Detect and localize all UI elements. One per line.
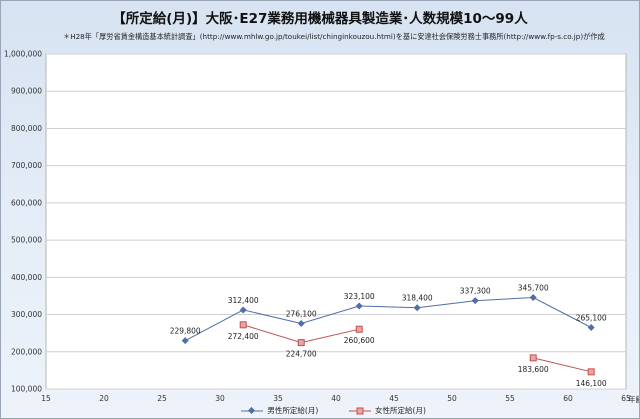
data-label-female: 183,600: [518, 365, 549, 374]
data-point-male: [471, 297, 479, 305]
y-tick-label: 400,000: [11, 273, 42, 282]
data-label-female: 224,700: [286, 350, 317, 359]
data-point-male: [529, 294, 537, 302]
x-tick-label: 50: [447, 394, 457, 403]
x-tick-label: 30: [215, 394, 225, 403]
x-tick-label: 15: [41, 394, 51, 403]
series-line-female: [533, 357, 592, 373]
data-point-female: [529, 354, 537, 362]
data-label-male: 276,100: [286, 309, 317, 318]
data-label-male: 323,100: [344, 292, 375, 301]
x-tick-label: 60: [563, 394, 573, 403]
y-tick-label: 700,000: [11, 161, 42, 170]
data-label-female: 260,600: [344, 336, 375, 345]
y-tick-label: 300,000: [11, 310, 42, 319]
data-point-male: [413, 304, 421, 312]
data-label-male: 318,400: [402, 294, 433, 303]
data-point-female: [355, 325, 363, 333]
legend-item-female: 女性所定給(月): [348, 405, 426, 416]
data-label-male: 345,700: [518, 284, 549, 293]
data-label-female: 272,400: [228, 332, 259, 341]
data-label-male: 229,800: [170, 327, 201, 336]
y-tick-label: 500,000: [11, 236, 42, 245]
x-tick-label: 35: [273, 394, 283, 403]
legend-swatch-female: [348, 407, 371, 415]
x-tick-label: 55: [505, 394, 515, 403]
data-label-male: 337,300: [460, 287, 491, 296]
legend-swatch-male: [241, 406, 263, 415]
y-tick-label: 800,000: [11, 124, 42, 133]
data-label-male: 312,400: [228, 296, 259, 305]
plot-area: [45, 53, 627, 390]
y-tick-label: 600,000: [11, 198, 42, 207]
y-tick-label: 1,000,000: [4, 50, 42, 59]
legend-label-female: 女性所定給(月): [375, 406, 426, 415]
data-point-female: [297, 339, 305, 347]
legend-item-male: 男性所定給(月): [241, 405, 318, 416]
series-line-male: [184, 296, 592, 342]
chart-source-note: ＊H28年「厚労省賃金構造基本統計調査」(http://www.mhlw.go.…: [63, 32, 605, 41]
data-point-male: [297, 319, 305, 327]
y-tick-label: 100,000: [11, 385, 42, 394]
x-tick-label: 40: [331, 394, 341, 403]
data-label-male: 265,100: [576, 314, 607, 323]
chart-title: 【所定給(月)】大阪･E27業務用機械器具製造業･人数規模10～99人: [112, 11, 528, 27]
x-tick-label: 45: [389, 394, 399, 403]
x-tick-label: 20: [99, 394, 109, 403]
x-tick-label: 65: [621, 394, 631, 403]
y-tick-label: 900,000: [11, 87, 42, 96]
data-point-male: [239, 306, 247, 314]
x-tick-label: 25: [157, 394, 167, 403]
y-tick-label: 200,000: [11, 347, 42, 356]
data-point-female: [587, 368, 595, 376]
data-point-male: [587, 324, 595, 332]
data-label-female: 146,100: [576, 379, 607, 388]
chart-legend: 男性所定給(月) 女性所定給(月): [241, 405, 454, 416]
data-point-female: [239, 321, 247, 329]
data-point-male: [181, 337, 189, 345]
data-point-male: [355, 302, 363, 310]
legend-label-male: 男性所定給(月): [267, 406, 319, 415]
x-axis-label: 年齢: [628, 394, 639, 404]
